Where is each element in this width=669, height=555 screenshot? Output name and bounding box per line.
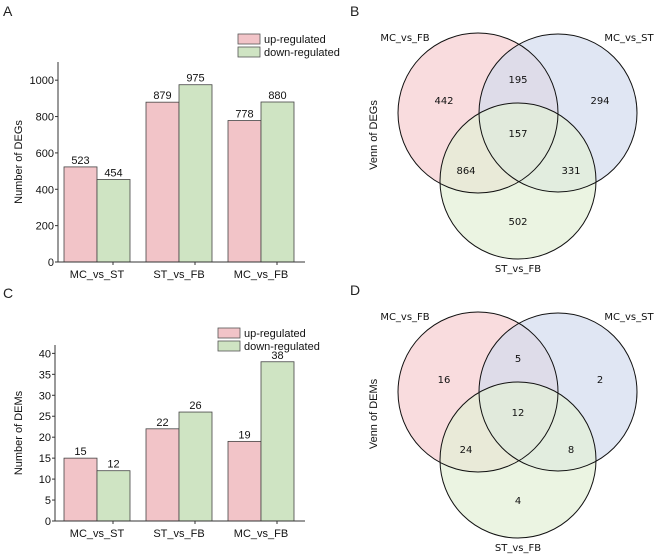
region-count: 5 (515, 354, 521, 365)
bar-chart-C: C 15 12 MC_vs_ST 22 26 ST_vs_FB 19 38 MC_vs_FB 0 5 1… (3, 285, 320, 540)
legend-label: up-regulated (264, 34, 326, 46)
y-tick-label: 35 (39, 369, 51, 381)
venn-title: Venn of DEMs (368, 378, 380, 449)
panel-label: A (3, 3, 13, 19)
data-label: 880 (268, 90, 286, 102)
bar-down-regulated (260, 101, 295, 263)
region-count: 2 (597, 375, 603, 386)
region-count: 864 (456, 166, 475, 177)
panel-label: C (3, 285, 13, 301)
bar-down-regulated (96, 470, 131, 522)
x-tick-label: MC_vs_ST (70, 269, 125, 281)
bar-down-regulated (178, 411, 213, 522)
set-label: MC_vs_FB (380, 312, 429, 323)
set-label: ST_vs_FB (495, 264, 541, 275)
bar-up-regulated (227, 440, 262, 522)
region-count: 442 (434, 96, 453, 107)
legend-swatch (237, 33, 261, 45)
venn-circle-MC_vs_FB (397, 32, 559, 194)
data-label: 26 (189, 400, 201, 412)
legend-swatch (217, 327, 241, 339)
venn-diagram-B: B MC_vs_FB MC_vs_ST ST_vs_FB 442 195 294 157 864… (350, 3, 654, 275)
region-count: 502 (508, 217, 527, 228)
set-label: MC_vs_ST (604, 312, 654, 323)
y-tick-label: 600 (36, 148, 54, 160)
venn-circle-ST_vs_FB (439, 102, 597, 260)
venn-circle-ST_vs_FB (439, 381, 597, 539)
x-tick-label: MC_vs_FB (234, 269, 288, 281)
y-tick-label: 0 (48, 257, 54, 269)
region-count: 294 (590, 96, 609, 107)
region-count: 16 (438, 375, 451, 386)
bar-up-regulated (145, 428, 180, 522)
data-label: 15 (74, 446, 86, 458)
legend-label: down-regulated (264, 47, 340, 59)
x-tick-label: ST_vs_FB (153, 269, 204, 281)
legend-label: down-regulated (244, 341, 320, 353)
y-tick-label: 25 (39, 411, 51, 423)
x-tick-label: MC_vs_FB (234, 528, 288, 540)
y-tick-label: 15 (39, 453, 51, 465)
y-tick-label: 1000 (30, 75, 54, 87)
y-axis-label: Number of DEMs (13, 390, 25, 475)
y-tick-label: 10 (39, 474, 51, 486)
region-count: 8 (568, 445, 574, 456)
bar-up-regulated (145, 101, 180, 263)
data-label: 523 (71, 155, 89, 167)
y-tick-label: 40 (39, 348, 51, 360)
data-label: 12 (107, 459, 119, 471)
set-label: ST_vs_FB (495, 543, 541, 554)
data-label: 778 (235, 109, 253, 121)
region-count: 331 (561, 166, 580, 177)
data-label: 38 (271, 350, 283, 362)
y-tick-label: 800 (36, 112, 54, 124)
data-label: 19 (238, 429, 250, 441)
venn-diagram-D: D MC_vs_FB MC_vs_ST ST_vs_FB 16 5 2 12 24 8 4 Venn … (350, 282, 654, 554)
bar-down-regulated (260, 361, 295, 522)
y-tick-label: 200 (36, 221, 54, 233)
panel-label: D (350, 282, 360, 298)
y-tick-label: 30 (39, 390, 51, 402)
legend-swatch (237, 46, 261, 58)
bar-up-regulated (227, 120, 262, 263)
set-label: MC_vs_ST (604, 33, 654, 44)
region-count: 195 (508, 75, 527, 86)
y-tick-label: 20 (39, 432, 51, 444)
x-tick-label: MC_vs_ST (70, 528, 125, 540)
panel-label: B (350, 3, 359, 19)
bar-down-regulated (96, 179, 131, 263)
data-label: 454 (104, 167, 122, 179)
data-label: 879 (153, 90, 171, 102)
region-count: 157 (508, 129, 527, 140)
y-tick-label: 5 (45, 495, 51, 507)
venn-circle-MC_vs_FB (397, 311, 559, 473)
data-label: 22 (156, 417, 168, 429)
y-axis-label: Number of DEGs (13, 120, 25, 204)
data-label: 975 (186, 73, 204, 85)
bar-chart-A: A 523 454 MC_vs_ST 879 975 ST_vs_FB 778 880 MC_vs… (3, 3, 340, 281)
legend-swatch (217, 340, 241, 352)
region-count: 4 (515, 496, 521, 507)
x-tick-label: ST_vs_FB (153, 528, 204, 540)
region-count: 12 (512, 408, 525, 419)
bar-down-regulated (178, 84, 213, 263)
legend-label: up-regulated (244, 328, 306, 340)
venn-title: Venn of DEGs (368, 100, 380, 170)
bar-up-regulated (63, 457, 98, 522)
set-label: MC_vs_FB (380, 33, 429, 44)
y-tick-label: 0 (45, 516, 51, 528)
y-tick-label: 400 (36, 184, 54, 196)
bar-up-regulated (63, 166, 98, 263)
region-count: 24 (460, 445, 473, 456)
